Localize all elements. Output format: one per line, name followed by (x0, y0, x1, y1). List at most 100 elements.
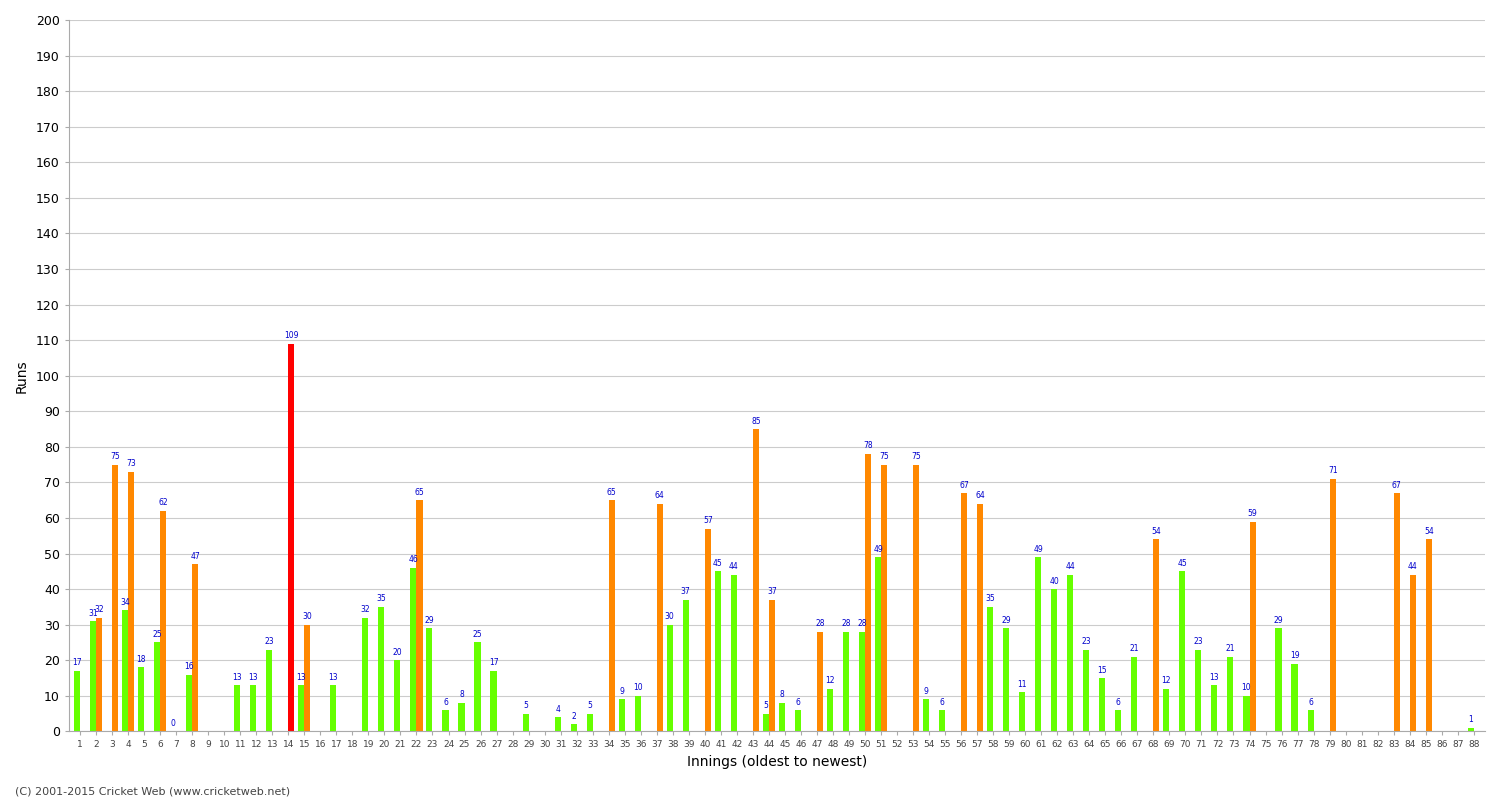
Text: 57: 57 (704, 516, 712, 525)
Text: 64: 64 (975, 491, 986, 500)
Text: 6: 6 (1308, 698, 1312, 706)
Bar (138, 667, 144, 731)
Text: 5: 5 (764, 701, 768, 710)
Bar (570, 724, 576, 731)
Text: 45: 45 (1178, 558, 1188, 568)
Text: 37: 37 (681, 587, 690, 596)
Bar (1227, 657, 1233, 731)
Bar (1004, 628, 1010, 731)
Text: 29: 29 (1274, 616, 1284, 625)
Text: 73: 73 (126, 459, 136, 468)
Text: 6: 6 (795, 698, 801, 706)
Text: 65: 65 (414, 488, 424, 497)
Text: 75: 75 (912, 452, 921, 461)
Bar (682, 600, 688, 731)
Text: 12: 12 (1161, 676, 1172, 685)
Text: 18: 18 (136, 655, 146, 664)
Bar (962, 493, 968, 731)
Text: 44: 44 (1408, 562, 1418, 571)
Text: 32: 32 (360, 605, 370, 614)
Bar (192, 564, 198, 731)
Bar (1116, 710, 1122, 731)
Bar (730, 575, 736, 731)
Text: 30: 30 (303, 612, 312, 621)
Text: 28: 28 (856, 619, 867, 628)
Bar (1100, 678, 1106, 731)
Bar (1308, 710, 1314, 731)
Bar (666, 625, 674, 731)
Bar (1275, 628, 1281, 731)
Text: 54: 54 (1424, 526, 1434, 536)
Bar (705, 529, 711, 731)
Text: 13: 13 (328, 673, 338, 682)
Bar (154, 642, 160, 731)
Text: 109: 109 (284, 331, 298, 340)
Text: 19: 19 (1290, 651, 1299, 660)
Text: 13: 13 (249, 673, 258, 682)
Bar (1052, 589, 1058, 731)
Text: 31: 31 (88, 609, 98, 618)
Text: 0: 0 (171, 719, 176, 728)
Bar (859, 632, 865, 731)
Bar (90, 621, 96, 731)
Bar (160, 511, 166, 731)
Text: 85: 85 (752, 417, 760, 426)
Bar (426, 628, 432, 731)
Text: 21: 21 (1130, 644, 1138, 653)
Bar (112, 465, 118, 731)
Bar (778, 703, 784, 731)
Text: 12: 12 (825, 676, 834, 685)
Text: 5: 5 (524, 701, 528, 710)
Bar (1394, 493, 1400, 731)
Bar (1292, 664, 1298, 731)
Bar (122, 610, 128, 731)
Bar (555, 717, 561, 731)
Text: 67: 67 (1392, 481, 1401, 490)
Text: 59: 59 (1248, 509, 1257, 518)
Text: 35: 35 (376, 594, 387, 603)
Text: (C) 2001-2015 Cricket Web (www.cricketweb.net): (C) 2001-2015 Cricket Web (www.cricketwe… (15, 786, 290, 796)
Bar (764, 714, 770, 731)
Text: 32: 32 (94, 605, 104, 614)
Bar (1083, 650, 1089, 731)
Bar (609, 500, 615, 731)
Bar (976, 504, 984, 731)
Bar (753, 429, 759, 731)
Bar (880, 465, 886, 731)
Text: 28: 28 (816, 619, 825, 628)
Text: 71: 71 (1328, 466, 1338, 475)
Bar (394, 660, 400, 731)
Bar (1035, 557, 1041, 731)
Bar (96, 618, 102, 731)
Text: 46: 46 (408, 555, 419, 564)
Text: 29: 29 (424, 616, 435, 625)
Bar (657, 504, 663, 731)
Bar (1244, 696, 1250, 731)
Bar (716, 571, 722, 731)
Bar (1410, 575, 1416, 731)
Text: 35: 35 (986, 594, 994, 603)
Text: 20: 20 (393, 648, 402, 657)
Bar (634, 696, 640, 731)
Bar (298, 685, 304, 731)
Bar (304, 625, 310, 731)
Bar (939, 710, 945, 731)
Bar (378, 607, 384, 731)
Text: 37: 37 (766, 587, 777, 596)
Text: 8: 8 (780, 690, 784, 699)
Bar (234, 685, 240, 731)
Text: 29: 29 (1002, 616, 1011, 625)
Bar (363, 618, 369, 731)
Bar (128, 472, 134, 731)
Text: 49: 49 (873, 545, 883, 554)
Text: 25: 25 (153, 630, 162, 639)
Text: 64: 64 (656, 491, 664, 500)
Text: 44: 44 (1065, 562, 1076, 571)
Text: 67: 67 (960, 481, 969, 490)
Text: 11: 11 (1017, 680, 1028, 689)
Text: 28: 28 (842, 619, 850, 628)
Text: 45: 45 (712, 558, 723, 568)
Bar (1164, 689, 1170, 731)
Bar (586, 714, 592, 731)
Bar (922, 699, 928, 731)
